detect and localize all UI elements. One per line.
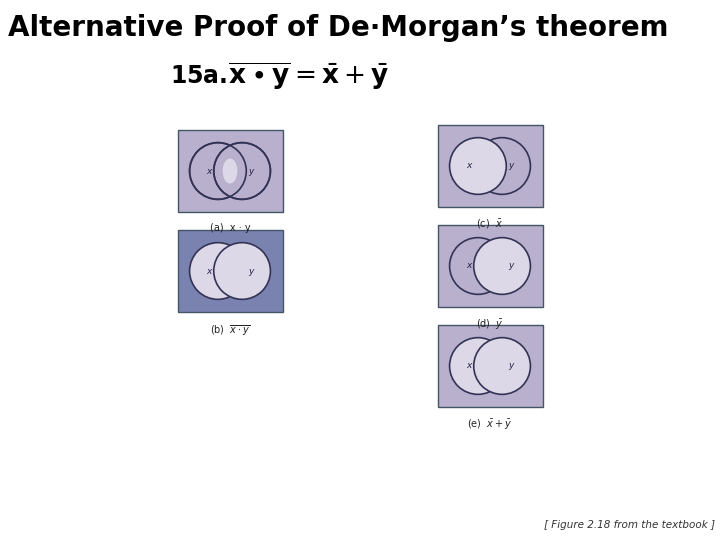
Text: y: y bbox=[248, 166, 253, 176]
Circle shape bbox=[189, 143, 246, 199]
Text: (e)  $\bar{x} + \bar{y}$: (e) $\bar{x} + \bar{y}$ bbox=[467, 418, 513, 432]
FancyBboxPatch shape bbox=[438, 125, 542, 207]
Text: x: x bbox=[467, 361, 472, 370]
Text: $\mathbf{15a.}$: $\mathbf{15a.}$ bbox=[170, 64, 228, 88]
Text: y: y bbox=[248, 267, 253, 275]
Text: x: x bbox=[467, 261, 472, 271]
Circle shape bbox=[214, 242, 271, 299]
Circle shape bbox=[474, 338, 531, 394]
FancyBboxPatch shape bbox=[438, 325, 542, 407]
Circle shape bbox=[214, 143, 271, 199]
Circle shape bbox=[474, 238, 531, 294]
Text: y: y bbox=[508, 161, 513, 171]
Circle shape bbox=[474, 138, 531, 194]
Text: (a)  x · y: (a) x · y bbox=[210, 223, 251, 233]
Circle shape bbox=[449, 138, 506, 194]
Text: [ Figure 2.18 from the textbook ]: [ Figure 2.18 from the textbook ] bbox=[544, 520, 715, 530]
Circle shape bbox=[189, 242, 246, 299]
Text: (d)  $\bar{y}$: (d) $\bar{y}$ bbox=[476, 318, 504, 332]
FancyBboxPatch shape bbox=[438, 225, 542, 307]
Text: y: y bbox=[508, 261, 513, 271]
Text: x: x bbox=[207, 267, 212, 275]
Circle shape bbox=[449, 238, 506, 294]
Text: x: x bbox=[467, 161, 472, 171]
FancyBboxPatch shape bbox=[178, 230, 282, 312]
Text: (b)  $\overline{x \cdot y}$: (b) $\overline{x \cdot y}$ bbox=[210, 323, 251, 338]
Text: x: x bbox=[207, 166, 212, 176]
Text: (c)  $\bar{x}$: (c) $\bar{x}$ bbox=[477, 218, 503, 231]
FancyBboxPatch shape bbox=[178, 130, 282, 212]
Text: $\overline{\mathbf{x} \bullet \mathbf{y}} = \bar{\mathbf{x}} + \bar{\mathbf{y}}$: $\overline{\mathbf{x} \bullet \mathbf{y}… bbox=[228, 60, 390, 92]
Text: Alternative Proof of De·Morgan’s theorem: Alternative Proof of De·Morgan’s theorem bbox=[8, 14, 668, 42]
Ellipse shape bbox=[222, 159, 238, 184]
Text: y: y bbox=[508, 361, 513, 370]
Circle shape bbox=[449, 338, 506, 394]
